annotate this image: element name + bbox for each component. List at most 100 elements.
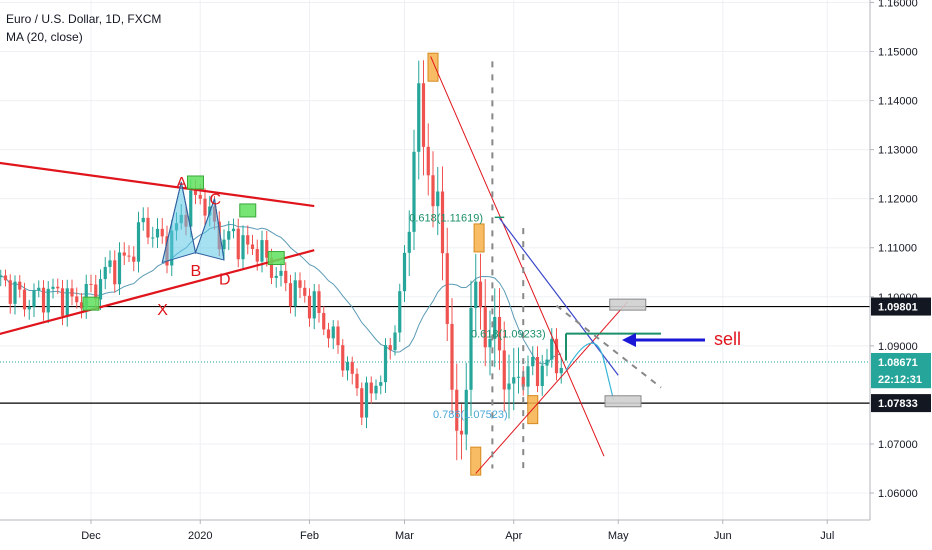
candle-body xyxy=(293,280,297,307)
candle-body xyxy=(203,198,207,216)
price-tick-label: 1.14000 xyxy=(878,96,918,108)
indicator-title[interactable]: MA (20, close) xyxy=(6,30,83,44)
candle-body xyxy=(512,377,516,384)
candle-body xyxy=(60,288,65,316)
candle-body xyxy=(478,281,483,308)
candle-body xyxy=(222,239,226,250)
fib-label: 0.618(1.11619) xyxy=(409,212,483,224)
symbol-title[interactable]: Euro / U.S. Dollar, 1D, FXCM xyxy=(6,12,162,26)
candle-body xyxy=(103,266,107,280)
pattern-label-b: B xyxy=(191,263,202,280)
time-tick-label: Jun xyxy=(714,530,732,542)
candle-body xyxy=(436,191,440,207)
price-tag xyxy=(871,352,931,371)
target-box xyxy=(604,395,642,408)
candle-body xyxy=(56,286,60,289)
candle-body xyxy=(113,260,117,285)
candle-body xyxy=(279,270,283,276)
horizontal-levels xyxy=(0,305,870,404)
candle-body xyxy=(231,228,236,232)
price-tick-label: 1.15000 xyxy=(878,47,918,59)
candle-body xyxy=(450,323,454,390)
candle-body xyxy=(236,228,240,260)
candle-body xyxy=(497,316,502,351)
time-tick-label: 2020 xyxy=(188,530,212,542)
candle-body xyxy=(398,291,402,333)
dashed-diagonal xyxy=(555,304,662,389)
time-tick-label: Dec xyxy=(81,530,101,542)
orange-box xyxy=(473,223,485,253)
candle-body xyxy=(412,151,416,232)
candle-body xyxy=(27,306,31,310)
candle-body xyxy=(507,383,511,390)
candle-body xyxy=(341,345,345,371)
candle-body xyxy=(255,249,259,262)
price-tick-label: 1.16000 xyxy=(878,0,918,9)
candle-body xyxy=(360,388,364,418)
candle-body xyxy=(260,240,264,262)
candle-body xyxy=(284,270,288,284)
fib-label: 0.618(1.09233) xyxy=(471,329,546,341)
ma-line xyxy=(0,223,562,365)
candle-body xyxy=(336,326,340,346)
price-axis[interactable]: 1.060001.070001.090001.100001.110001.120… xyxy=(869,0,932,550)
time-axis-bg xyxy=(0,520,870,550)
candle-body xyxy=(516,376,521,378)
candle-body xyxy=(0,275,3,278)
price-tag-label: 1.08671 xyxy=(878,357,918,369)
time-tick-label: May xyxy=(608,530,629,542)
candle-body xyxy=(132,256,136,262)
candle-body xyxy=(13,281,17,304)
candle-body xyxy=(84,283,88,309)
candle-body xyxy=(227,231,231,240)
candle-body xyxy=(493,316,497,339)
candle-body xyxy=(393,332,397,351)
orange-box xyxy=(427,52,439,82)
candle-body xyxy=(350,362,354,374)
candle-body xyxy=(155,228,160,238)
time-tick-label: Jul xyxy=(820,530,834,542)
pattern-label-c: C xyxy=(210,192,222,209)
price-tag-label: 1.09801 xyxy=(878,302,918,314)
candle-body xyxy=(94,284,98,300)
candle-body xyxy=(379,382,383,386)
candle-body xyxy=(426,146,430,176)
trendline-upper xyxy=(0,161,315,208)
trendline-lower xyxy=(0,249,315,336)
candle-body xyxy=(474,281,478,309)
candle-body xyxy=(445,253,449,324)
candle-body xyxy=(550,338,554,360)
candle-body xyxy=(269,257,274,278)
candle-body xyxy=(559,367,563,374)
candle-body xyxy=(108,260,112,267)
pattern-label-a: A xyxy=(176,175,187,192)
candle-body xyxy=(355,373,359,389)
orange-box xyxy=(470,446,482,476)
time-axis[interactable]: Dec 2020 Feb Mar Apr May Jun Jul xyxy=(0,519,870,550)
candle-body xyxy=(455,389,459,431)
candle-body xyxy=(75,296,79,303)
projection-path xyxy=(565,342,615,400)
price-tick-label: 1.11000 xyxy=(878,243,917,255)
price-tag-label: 1.07833 xyxy=(878,398,918,410)
candle-body xyxy=(246,235,250,245)
candle-body xyxy=(141,217,145,223)
green-box xyxy=(239,203,257,218)
price-tag-label: 22:12:31 xyxy=(878,374,922,386)
time-tick-label: Apr xyxy=(505,530,522,542)
candle-body xyxy=(241,235,245,260)
candle-body xyxy=(117,252,122,285)
candle-body xyxy=(127,255,131,257)
candle-body xyxy=(307,295,312,319)
candle-body xyxy=(483,307,487,348)
time-tick-label: Mar xyxy=(395,530,414,542)
candle-body xyxy=(65,288,69,316)
price-tick-label: 1.12000 xyxy=(878,194,918,206)
candle-body xyxy=(98,279,103,300)
price-tick-label: 1.06000 xyxy=(878,488,918,500)
candle-body xyxy=(469,308,473,390)
candle-body xyxy=(160,228,164,237)
sell-arrow-head xyxy=(622,333,636,347)
trendline-wedge-1 xyxy=(430,56,605,457)
